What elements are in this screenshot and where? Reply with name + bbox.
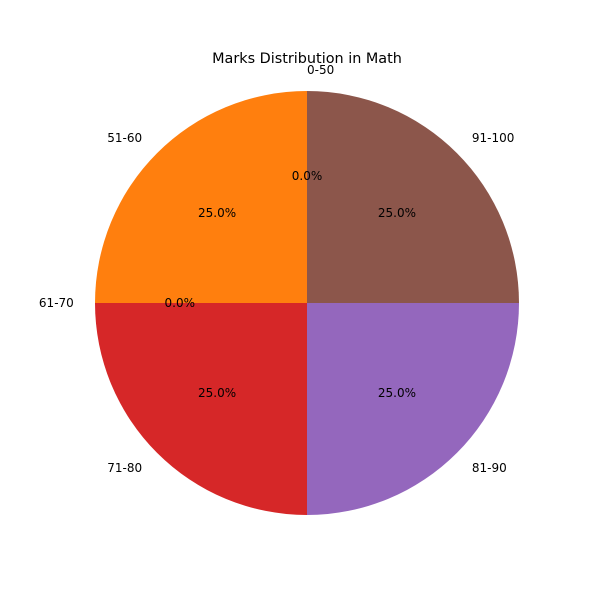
pie-slice-81-90 [307, 303, 519, 515]
category-label-91-100: 91-100 [472, 131, 515, 145]
category-label-0-50: 0-50 [307, 63, 334, 77]
pie-slice-91-100 [307, 91, 519, 303]
percent-label-0-50: 0.0% [292, 169, 323, 183]
chart-title: Marks Distribution in Math [212, 51, 402, 67]
percent-label-51-60: 25.0% [198, 206, 236, 220]
pie-slices [95, 91, 519, 515]
percent-labels: 0.0% 25.0% 0.0% 25.0% 25.0% 25.0% [165, 169, 416, 400]
pie-slice-51-60 [95, 91, 307, 303]
category-label-51-60: 51-60 [107, 131, 142, 145]
category-labels: 0-50 51-60 61-70 71-80 81-90 91-100 [39, 63, 514, 475]
category-label-81-90: 81-90 [472, 461, 507, 475]
percent-label-81-90: 25.0% [378, 386, 416, 400]
pie-slice-71-80 [95, 303, 307, 515]
percent-label-61-70: 0.0% [165, 296, 196, 310]
percent-label-71-80: 25.0% [198, 386, 236, 400]
percent-label-91-100: 25.0% [378, 206, 416, 220]
category-label-71-80: 71-80 [107, 461, 142, 475]
category-label-61-70: 61-70 [39, 296, 74, 310]
